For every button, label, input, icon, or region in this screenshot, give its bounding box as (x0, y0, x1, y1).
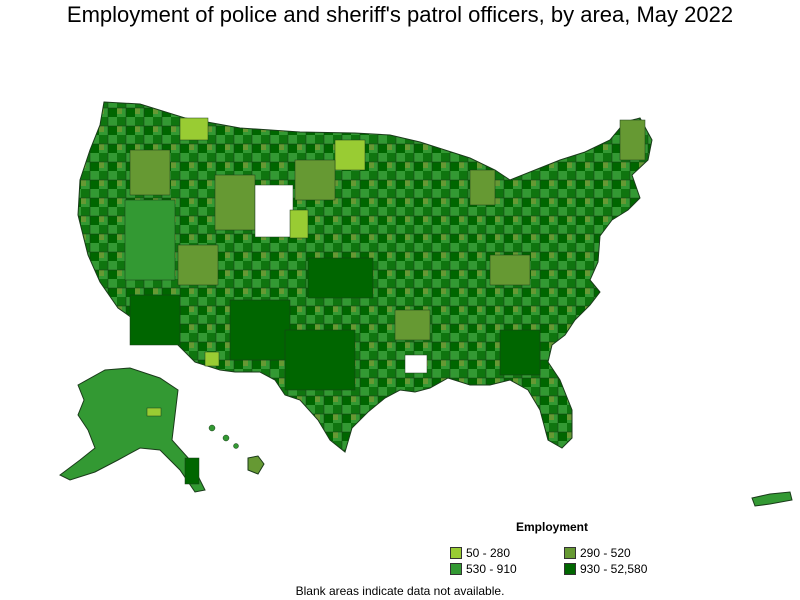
region-maine-mid (619, 119, 646, 161)
region-arizona-dark (129, 294, 181, 346)
region-appalachia-mid (489, 254, 531, 286)
legend-swatch-3 (450, 563, 462, 575)
region-ozark-mid (394, 309, 431, 341)
legend-swatch-2 (564, 547, 576, 559)
alaska (59, 367, 206, 493)
region-montana-light (179, 117, 209, 141)
alaska-region-dark (184, 457, 200, 485)
region-dakota-light (334, 139, 366, 171)
region-kansas-dark (307, 257, 374, 299)
hawaii-island-1 (208, 424, 216, 432)
legend-label-3: 530 - 910 (466, 562, 517, 576)
region-utah-mid (177, 244, 219, 286)
puerto-rico (751, 491, 793, 507)
hawaii-main (247, 455, 265, 475)
legend-item-2: 290 - 520 (564, 546, 631, 560)
legend-swatch-1 (450, 547, 462, 559)
region-georgia-dark (499, 329, 541, 376)
legend-title: Employment (516, 520, 589, 534)
hawaii-island-2 (222, 434, 230, 442)
legend-item-4: 930 - 52,580 (564, 562, 647, 576)
legend-label-1: 50 - 280 (466, 546, 511, 560)
region-nevada-green (124, 199, 176, 281)
hawaii-island-3 (233, 443, 239, 449)
legend-swatch-4 (564, 563, 576, 575)
region-wyoming-mid (214, 174, 256, 231)
region-texas-dark (284, 329, 356, 391)
region-nebraska-mid (294, 159, 336, 201)
region-wyoming-blank (254, 184, 294, 238)
blank-areas-note: Blank areas indicate data not available. (295, 584, 505, 598)
region-idaho-mid (129, 149, 171, 196)
region-michigan-mid (469, 169, 496, 206)
alaska-region-light (146, 407, 162, 417)
legend-label-2: 290 - 520 (580, 546, 631, 560)
legend-label-4: 930 - 52,580 (580, 562, 648, 576)
region-colorado-light (289, 209, 309, 239)
region-south-arizona-light (204, 351, 220, 367)
map-title: Employment of police and sheriff's patro… (66, 2, 734, 27)
region-mississippi-blank (404, 354, 428, 374)
legend-item-3: 530 - 910 (450, 562, 517, 576)
legend-item-1: 50 - 280 (450, 546, 510, 560)
region-newmexico-dark (229, 299, 291, 361)
